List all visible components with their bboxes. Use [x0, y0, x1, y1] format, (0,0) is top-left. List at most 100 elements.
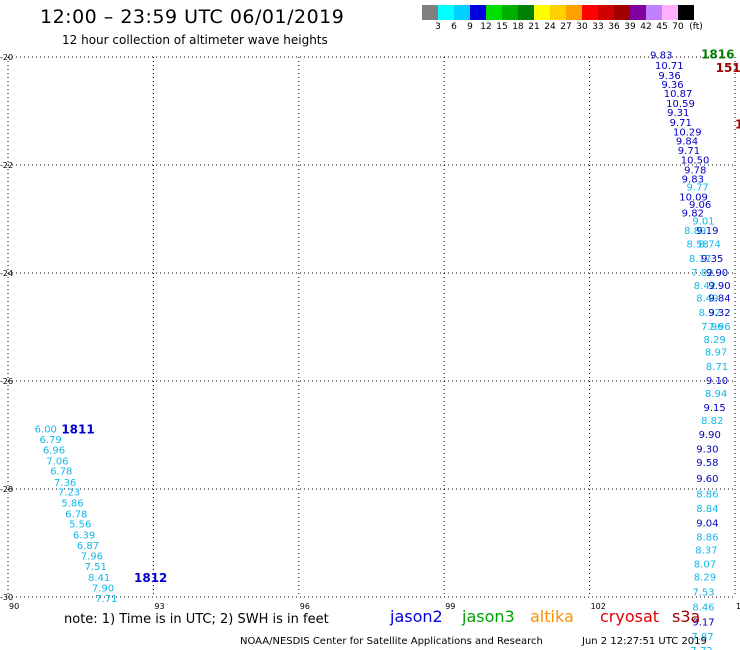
- y-tick-label: -20: [0, 53, 13, 62]
- wave-height-point: 9.90: [708, 281, 730, 292]
- wave-height-point: 8.82: [701, 416, 723, 427]
- wave-height-point: 10.09: [679, 192, 708, 203]
- legend-swatch: [486, 5, 502, 20]
- legend-label: 33: [592, 22, 604, 32]
- wave-height-point: 9.36: [658, 71, 680, 82]
- y-tick-label: -26: [0, 377, 13, 386]
- color-legend: [422, 5, 694, 21]
- wave-height-point: 9.78: [684, 165, 706, 176]
- wave-height-point: 8.94: [705, 389, 727, 400]
- wave-height-point: 9.58: [696, 458, 718, 469]
- wave-height-point: 10.50: [681, 156, 710, 167]
- wave-height-point: 9.84: [708, 293, 730, 304]
- wave-height-point: 6.78: [50, 467, 72, 478]
- wave-height-point: 9.83: [650, 50, 672, 61]
- wave-height-point: 8.07: [694, 560, 716, 571]
- legend-swatch: [582, 5, 598, 20]
- y-tick-label: -28: [0, 485, 13, 494]
- wave-height-point: 7.72: [690, 646, 712, 650]
- wave-height-point: 7.23: [58, 488, 80, 499]
- legend-swatch: [550, 5, 566, 20]
- wave-height-point: 7.96: [708, 322, 730, 333]
- legend-swatch: [646, 5, 662, 20]
- wave-height-point: 7.51: [85, 562, 107, 573]
- legend-label: 3: [435, 22, 441, 32]
- wave-height-point: 9.06: [689, 200, 711, 211]
- wave-height-point: 6.87: [77, 541, 99, 552]
- wave-height-point: 7.82: [691, 268, 713, 279]
- wave-height-point: 8.74: [699, 239, 721, 250]
- wave-height-point: 7.90: [92, 583, 114, 594]
- legend-label: 18: [512, 22, 524, 32]
- wave-height-point: 9.60: [696, 474, 718, 485]
- wave-height-point: 8.86: [696, 533, 718, 544]
- legend-swatch: [678, 5, 694, 20]
- wave-height-point: 8.49: [696, 293, 718, 304]
- wave-height-point: 9.90: [699, 430, 721, 441]
- wave-height-point: 8.89: [684, 226, 706, 237]
- pass-label: 1812: [134, 571, 167, 585]
- x-tick-label: 102: [591, 602, 606, 611]
- wave-height-point: 6.00: [35, 425, 57, 436]
- wave-height-point: 9.90: [706, 268, 728, 279]
- wave-height-point: 9.83: [682, 175, 704, 186]
- wave-height-point: 7.71: [95, 594, 117, 605]
- wave-height-point: 5.86: [61, 499, 83, 510]
- legend-label: 45: [656, 22, 668, 32]
- legend-label: 12: [480, 22, 492, 32]
- y-tick-label: -24: [0, 269, 13, 278]
- wave-height-point: 8.29: [703, 335, 725, 346]
- wave-height-point: 10.87: [664, 89, 693, 100]
- wave-height-point: 7.96: [81, 551, 103, 562]
- y-tick-label: -30: [0, 593, 13, 602]
- x-tick-label: 96: [300, 602, 310, 611]
- credit-text: NOAA/NESDIS Center for Satellite Applica…: [240, 636, 543, 647]
- wave-height-point: 9.10: [706, 376, 728, 387]
- pass-label: 1519: [716, 61, 740, 75]
- legend-label: 42: [640, 22, 652, 32]
- pass-label: 1816: [701, 47, 734, 61]
- wave-height-point: 9.82: [682, 209, 704, 220]
- legend-swatch: [422, 5, 438, 20]
- wave-height-point: 9.71: [670, 118, 692, 129]
- wave-height-point: 8.29: [694, 572, 716, 583]
- wave-height-point: 10.71: [655, 61, 684, 72]
- footer-note: note: 1) Time is in UTC; 2) SWH is in fe…: [64, 612, 329, 627]
- wave-height-point: 9.36: [661, 80, 683, 91]
- wave-height-point: 7.87: [691, 632, 713, 643]
- legend-swatch: [518, 5, 534, 20]
- legend-label: 9: [467, 22, 473, 32]
- satellite-label-jason2: jason2: [390, 607, 443, 626]
- wave-height-point: 8.84: [696, 504, 718, 515]
- wave-height-point: 9.17: [692, 617, 714, 628]
- legend-label: 24: [544, 22, 556, 32]
- legend-label: 21: [528, 22, 540, 32]
- legend-label: 36: [608, 22, 620, 32]
- wave-height-point: 8.71: [706, 362, 728, 373]
- wave-height-point: 9.30: [696, 445, 718, 456]
- legend-label: 39: [624, 22, 636, 32]
- wave-height-point: 10.59: [666, 99, 695, 110]
- wave-height-point: 7.96: [701, 322, 723, 333]
- legend-swatch: [534, 5, 550, 20]
- legend-swatch: [630, 5, 646, 20]
- wave-height-point: 8.37: [695, 545, 717, 556]
- legend-label: 6: [451, 22, 457, 32]
- wave-height-point: 9.01: [692, 217, 714, 228]
- legend-swatch: [454, 5, 470, 20]
- wave-height-point: 9.32: [708, 308, 730, 319]
- satellite-label-jason3: jason3: [462, 607, 515, 626]
- legend-label: 15: [496, 22, 508, 32]
- wave-height-point: 8.17: [689, 254, 711, 265]
- legend-swatch: [662, 5, 678, 20]
- legend-label: 27: [560, 22, 572, 32]
- wave-height-point: 5.56: [69, 520, 91, 531]
- wave-height-point: 9.35: [701, 254, 723, 265]
- legend-unit: (ft): [689, 22, 703, 32]
- wave-height-point: 8.42: [694, 281, 716, 292]
- wave-height-point: 9.19: [696, 226, 718, 237]
- wave-height-point: 9.77: [687, 183, 709, 194]
- legend-swatch: [566, 5, 582, 20]
